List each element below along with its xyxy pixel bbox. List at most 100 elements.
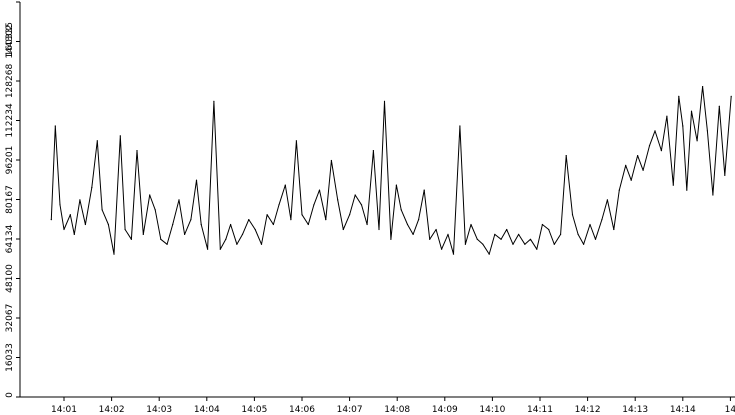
data-point [470, 223, 472, 226]
data-point [366, 223, 368, 226]
x-tick-label: 14:02 [99, 405, 125, 415]
data-point [571, 214, 574, 216]
data-point [225, 238, 227, 240]
data-point [423, 189, 425, 191]
data-point [553, 243, 555, 245]
data-point [583, 243, 585, 245]
data-point [730, 95, 732, 97]
data-point [390, 238, 392, 240]
data-point [142, 233, 144, 235]
y-tick-label: 0 [5, 392, 15, 398]
data-point [278, 204, 280, 206]
data-point [500, 238, 502, 240]
data-point [452, 253, 455, 255]
data-point [172, 223, 174, 226]
data-point [160, 238, 162, 240]
x-tick-label: 14:05 [241, 405, 267, 415]
data-point [200, 223, 202, 226]
y-tick-label: 144302 [5, 24, 15, 58]
data-point [130, 238, 132, 240]
y-tick-label: 96201 [5, 146, 15, 175]
data-point [184, 233, 186, 235]
data-point [418, 219, 420, 221]
x-tick-label: 14:08 [384, 405, 410, 415]
data-point [73, 233, 75, 235]
data-point [236, 243, 238, 245]
data-point [219, 248, 221, 250]
x-tick-label: 14:04 [194, 405, 220, 415]
data-point [69, 214, 71, 216]
y-axis: 0 16033 32067 48100 64134 80167 96201 112234 128… [5, 1, 21, 398]
y-tick-label: 16033 [5, 343, 15, 372]
x-tick-label: 14:13 [622, 405, 648, 415]
data-point [476, 238, 478, 240]
data-point [435, 228, 437, 231]
data-point [429, 238, 431, 240]
data-point [406, 223, 409, 226]
data-point [254, 228, 256, 231]
data-point [59, 204, 61, 206]
data-point [524, 243, 526, 245]
data-point [54, 125, 56, 127]
data-point [372, 150, 374, 152]
data-point [378, 228, 380, 231]
y-tick-label: 32067 [5, 304, 15, 333]
data-point [518, 233, 520, 235]
data-point [654, 130, 656, 132]
data-point [213, 100, 215, 102]
data-point [702, 86, 704, 88]
data-point [325, 219, 327, 221]
data-point [318, 189, 321, 191]
x-tick-label: 14:09 [432, 405, 458, 415]
data-point [124, 228, 126, 231]
data-point [63, 228, 65, 231]
y-tick-label: 128268 [5, 64, 15, 99]
data-point [618, 189, 620, 191]
x-tick-label: 14:06 [289, 405, 315, 415]
data-point [672, 184, 674, 186]
data-point [482, 243, 484, 245]
data-point [601, 219, 603, 221]
data-point [290, 219, 292, 221]
data-point [195, 179, 198, 181]
data-point [349, 214, 351, 216]
data-point [207, 248, 209, 250]
data-point [241, 233, 244, 235]
data-point [136, 150, 138, 152]
data-point [589, 223, 591, 226]
data-point [488, 253, 490, 255]
series-line [50, 86, 732, 255]
y-tick-label: 160335 [5, 22, 15, 56]
data-point [678, 95, 680, 97]
data-point [686, 189, 688, 191]
data-point [307, 223, 309, 226]
data-point [541, 223, 544, 226]
x-axis: 14:01 14:02 14:03 14:04 14:05 14:06 14:07 14:08… [20, 396, 735, 415]
data-point [395, 184, 397, 186]
data-point [718, 105, 720, 107]
data-point [248, 219, 250, 221]
x-tick-label: 14:01 [51, 405, 77, 415]
data-point [606, 199, 609, 201]
data-point [400, 209, 402, 211]
data-point [565, 155, 567, 157]
data-point [101, 209, 103, 211]
data-point [113, 253, 115, 255]
series-group [50, 86, 732, 255]
data-point [313, 204, 315, 206]
data-point [577, 233, 579, 235]
data-point [666, 115, 668, 117]
data-point [529, 238, 532, 240]
data-point [266, 214, 268, 216]
data-point [594, 238, 597, 240]
data-point [648, 145, 651, 147]
data-point [630, 179, 632, 181]
data-point [154, 209, 156, 211]
data-point [284, 184, 286, 186]
data-point [383, 100, 386, 102]
data-point [506, 228, 508, 231]
y-tick-label: 112234 [5, 103, 15, 138]
data-point [712, 194, 714, 196]
data-point [548, 228, 550, 231]
